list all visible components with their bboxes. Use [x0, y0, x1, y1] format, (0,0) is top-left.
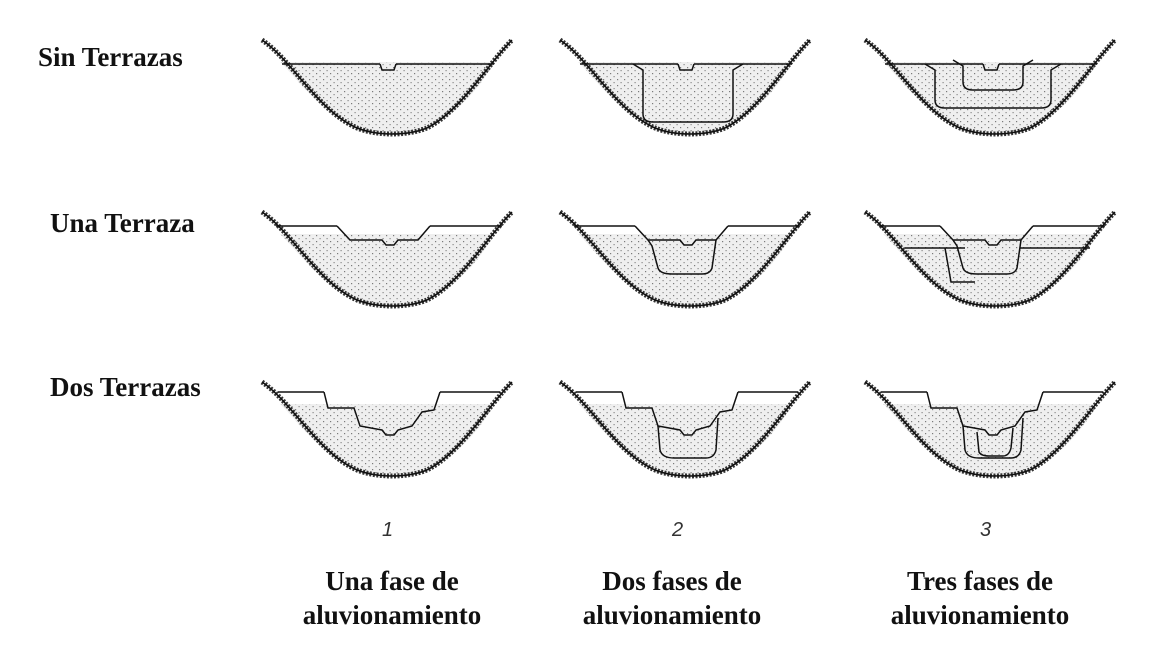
bedrock-line [261, 381, 513, 477]
alluvium-fill [578, 62, 792, 134]
buried-channel-inner [976, 427, 1014, 457]
valley-section-row1-col2 [558, 37, 812, 137]
column-label-1-line-1: Una fase de [325, 566, 459, 596]
row-label-sin-terrazas: Sin Terrazas [38, 42, 183, 72]
terrace-step [939, 225, 1034, 246]
terrace-step [634, 225, 729, 246]
bedrock-line [864, 39, 1116, 135]
column-number-2: 2 [672, 519, 684, 541]
column-label-3-line-2: aluvionamiento [890, 599, 1070, 630]
buried-channel [952, 239, 1022, 275]
bedrock-line [261, 39, 513, 135]
bedrock-line [864, 381, 1116, 477]
terrace-steps [926, 391, 1044, 436]
alluvium-fill [883, 404, 1097, 476]
channel-notch [379, 63, 397, 71]
alluvium-fill [280, 234, 494, 306]
alluvium-fill [578, 234, 792, 306]
bedrock-line [261, 211, 513, 307]
alluvium-fill [280, 62, 494, 134]
valley-section-row1-col3 [863, 37, 1117, 137]
channel-notch [677, 63, 695, 71]
column-label-2: Dos fases de aluvionamiento [542, 565, 802, 633]
buried-channel [924, 63, 1062, 109]
valley-section-row3-col2 [558, 379, 812, 479]
valley-section-row3-col3 [863, 379, 1117, 479]
terrace-steps [323, 391, 441, 436]
column-label-1: Una fase de aluvionamiento [262, 565, 522, 633]
valley-section-row2-col3 [863, 209, 1117, 309]
bedrock-line [559, 211, 811, 307]
alluvium-fill [280, 404, 494, 476]
row-label-dos-terrazas: Dos Terrazas [50, 372, 201, 402]
alluvium-fill [883, 234, 1097, 306]
column-label-2-line-1: Dos fases de [602, 566, 742, 596]
column-label-3-line-1: Tres fases de [907, 566, 1053, 596]
valley-section-row2-col2 [558, 209, 812, 309]
terrace-step [336, 225, 431, 246]
row-label-una-terraza: Una Terraza [50, 208, 195, 238]
bedrock-line [864, 211, 1116, 307]
buried-channel-inner [944, 247, 975, 283]
column-number-1: 1 [382, 519, 394, 541]
column-label-3: Tres fases de aluvionamiento [850, 565, 1110, 633]
channel-notch [982, 63, 1000, 71]
bedrock-line [559, 39, 811, 135]
bedrock-line [559, 381, 811, 477]
buried-channel [647, 239, 717, 275]
buried-channel-inner [952, 59, 1034, 91]
column-label-2-line-2: aluvionamiento [582, 599, 762, 630]
buried-channel [632, 63, 744, 123]
alluvium-fill [883, 62, 1097, 134]
column-label-1-line-2: aluvionamiento [302, 599, 482, 630]
buried-channel [657, 417, 719, 459]
buried-channel [962, 417, 1024, 459]
valley-section-row3-col1 [260, 379, 514, 479]
terrace-steps [621, 391, 739, 436]
alluvium-fill [578, 404, 792, 476]
valley-section-row1-col1 [260, 37, 514, 137]
valley-section-row2-col1 [260, 209, 514, 309]
column-number-3: 3 [980, 519, 992, 541]
